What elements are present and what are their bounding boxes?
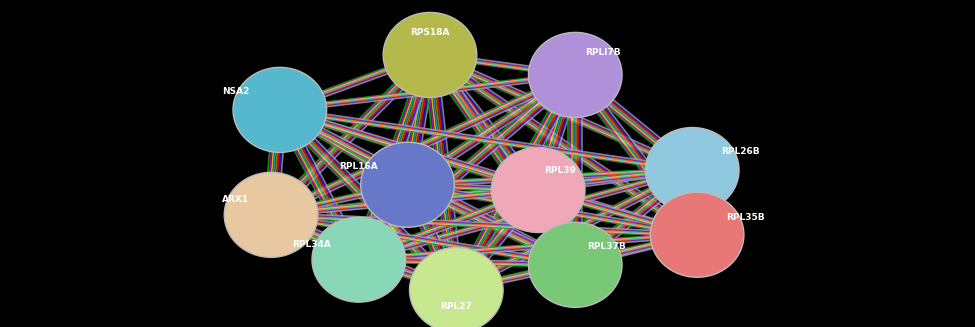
Text: RPL26B: RPL26B [722, 146, 760, 156]
Ellipse shape [650, 192, 744, 277]
Ellipse shape [491, 147, 585, 232]
Text: RPS18A: RPS18A [410, 28, 449, 37]
Ellipse shape [233, 67, 327, 152]
Ellipse shape [361, 142, 454, 227]
Text: RPL16A: RPL16A [339, 162, 378, 171]
Text: RPL37B: RPL37B [587, 242, 626, 251]
Text: NSA2: NSA2 [222, 87, 250, 96]
Ellipse shape [645, 128, 739, 213]
Text: ARX1: ARX1 [222, 195, 250, 204]
Ellipse shape [383, 12, 477, 97]
Text: RPLl7B: RPLl7B [585, 48, 621, 57]
Ellipse shape [312, 217, 406, 302]
Ellipse shape [224, 172, 318, 257]
Text: RPL34A: RPL34A [292, 240, 332, 249]
Ellipse shape [410, 248, 503, 327]
Text: RPL27: RPL27 [441, 302, 472, 311]
Text: RPL39: RPL39 [544, 165, 576, 175]
Text: RPL35B: RPL35B [726, 213, 765, 222]
Ellipse shape [528, 32, 622, 117]
Ellipse shape [528, 222, 622, 307]
